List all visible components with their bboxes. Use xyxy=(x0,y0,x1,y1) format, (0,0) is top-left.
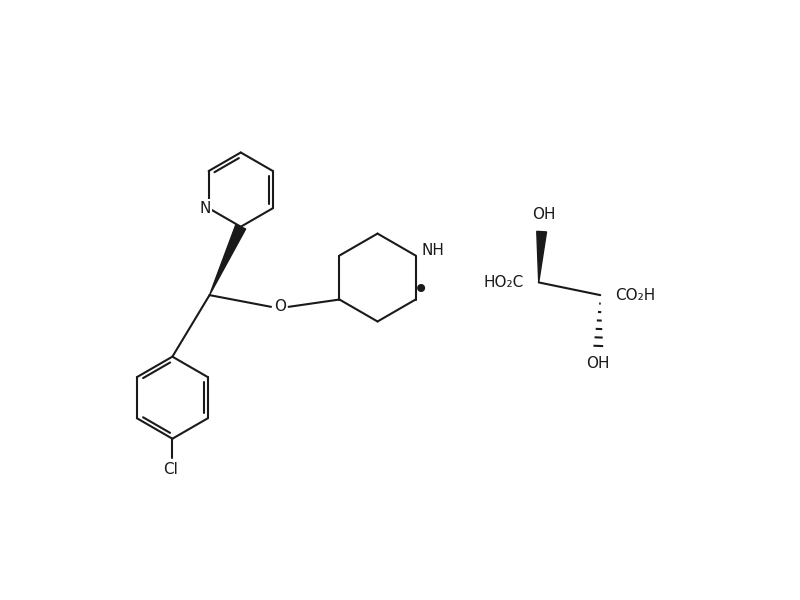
Text: NH: NH xyxy=(422,243,445,258)
Text: O: O xyxy=(274,299,286,314)
Text: CO₂H: CO₂H xyxy=(615,287,655,302)
Text: HO₂C: HO₂C xyxy=(484,275,524,290)
Text: Cl: Cl xyxy=(163,463,178,478)
Text: N: N xyxy=(199,200,210,215)
Text: OH: OH xyxy=(586,356,610,371)
Polygon shape xyxy=(537,232,546,283)
Polygon shape xyxy=(210,224,246,295)
Text: OH: OH xyxy=(532,206,555,221)
Text: •: • xyxy=(414,276,430,304)
